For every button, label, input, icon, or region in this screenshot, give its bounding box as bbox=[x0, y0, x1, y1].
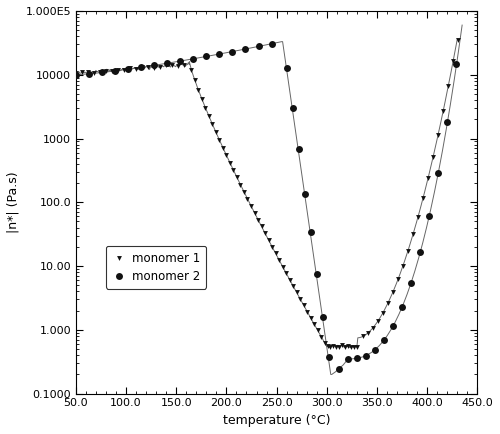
monomer 2 bbox=[178, 59, 184, 64]
monomer 2 bbox=[73, 72, 79, 77]
monomer 2 bbox=[390, 323, 396, 329]
monomer 2 bbox=[151, 62, 157, 68]
monomer 2 bbox=[326, 354, 332, 359]
monomer 2 bbox=[204, 54, 210, 59]
monomer 2 bbox=[354, 356, 360, 361]
monomer 2 bbox=[290, 105, 296, 111]
monomer 2 bbox=[426, 213, 432, 218]
monomer 2 bbox=[314, 272, 320, 277]
monomer 2 bbox=[408, 280, 414, 286]
monomer 1 bbox=[280, 264, 285, 269]
monomer 2 bbox=[336, 366, 342, 372]
monomer 2 bbox=[435, 171, 441, 176]
monomer 1 bbox=[182, 62, 188, 68]
monomer 2 bbox=[381, 338, 387, 343]
monomer 1 bbox=[127, 66, 133, 71]
monomer 2 bbox=[399, 304, 405, 309]
monomer 2 bbox=[284, 65, 290, 70]
monomer 2 bbox=[86, 71, 92, 76]
monomer 2 bbox=[112, 68, 118, 73]
X-axis label: temperature (°C): temperature (°C) bbox=[223, 414, 330, 427]
monomer 2 bbox=[320, 315, 326, 320]
monomer 2 bbox=[302, 191, 308, 196]
monomer 2 bbox=[190, 56, 196, 61]
monomer 2 bbox=[138, 65, 144, 70]
monomer 2 bbox=[372, 347, 378, 352]
monomer 2 bbox=[268, 41, 274, 46]
Legend: monomer 1, monomer 2: monomer 1, monomer 2 bbox=[106, 246, 206, 289]
monomer 2 bbox=[216, 51, 222, 56]
monomer 2 bbox=[363, 353, 369, 358]
monomer 2 bbox=[125, 66, 131, 72]
monomer 2 bbox=[164, 61, 170, 66]
monomer 1 bbox=[410, 232, 416, 237]
monomer 2 bbox=[345, 356, 351, 362]
monomer 2 bbox=[444, 120, 450, 125]
Y-axis label: |n*| (Pa.s): |n*| (Pa.s) bbox=[7, 171, 20, 233]
monomer 2 bbox=[242, 46, 248, 52]
monomer 2 bbox=[453, 61, 459, 66]
monomer 1 bbox=[241, 189, 247, 194]
monomer 1 bbox=[73, 70, 79, 76]
monomer 1 bbox=[139, 65, 145, 70]
monomer 2 bbox=[296, 146, 302, 151]
monomer 2 bbox=[230, 49, 235, 54]
monomer 2 bbox=[308, 230, 314, 235]
monomer 1 bbox=[348, 345, 354, 350]
monomer 1 bbox=[455, 37, 461, 43]
monomer 2 bbox=[417, 250, 423, 255]
Line: monomer 1: monomer 1 bbox=[74, 38, 460, 350]
Line: monomer 2: monomer 2 bbox=[72, 40, 460, 372]
monomer 2 bbox=[256, 44, 262, 49]
monomer 2 bbox=[99, 70, 105, 75]
